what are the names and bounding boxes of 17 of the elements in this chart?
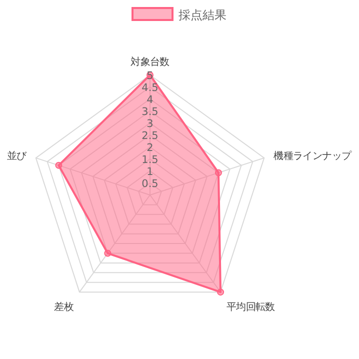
y-tick-label: 2 xyxy=(146,142,154,154)
spoke-label: 機種ラインナップ xyxy=(274,150,353,162)
y-tick-label: 0.5 xyxy=(142,178,158,190)
y-tick-label: 3.5 xyxy=(142,106,158,118)
spoke-label: 並び xyxy=(6,150,28,162)
spoke-label: 対象台数 xyxy=(130,56,170,68)
legend-label: 採点結果 xyxy=(178,8,226,22)
spoke-label: 差枚 xyxy=(54,301,74,314)
y-tick-label: 1.5 xyxy=(142,154,158,166)
y-tick-label: 1 xyxy=(146,166,154,178)
spoke-label: 平均回転数 xyxy=(226,301,276,314)
y-tick-label: 4.5 xyxy=(142,82,158,94)
y-tick-label: 3 xyxy=(146,118,154,130)
y-tick-label: 5 xyxy=(146,70,154,82)
legend: 採点結果 xyxy=(132,7,226,22)
y-tick-label: 4 xyxy=(146,94,154,106)
y-tick-label: 2.5 xyxy=(142,130,158,142)
